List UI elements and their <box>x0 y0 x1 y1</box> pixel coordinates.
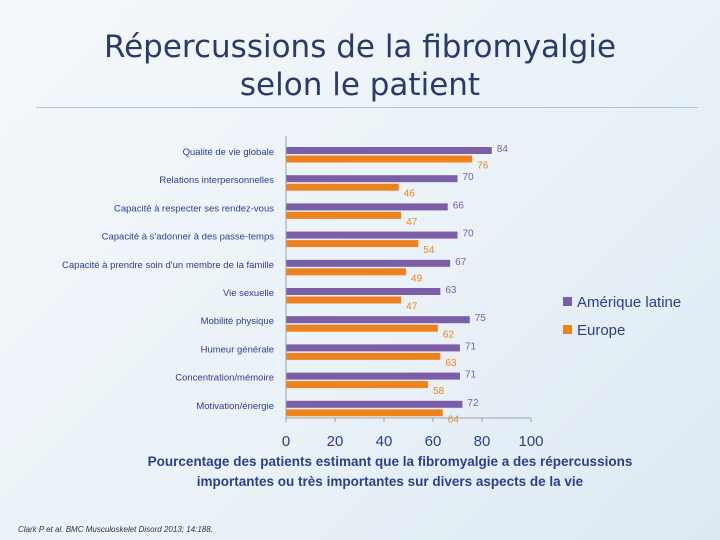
bar <box>286 400 463 408</box>
bar <box>286 147 492 154</box>
data-label: 47 <box>406 302 418 313</box>
data-label: 58 <box>433 386 445 397</box>
category-label: Motivation/énergie <box>196 401 274 412</box>
category-label: Concentration/mémoire <box>175 373 274 384</box>
bar <box>286 288 441 295</box>
data-label: 49 <box>411 273 423 284</box>
category-label: Mobilité physique <box>201 316 274 327</box>
category-label: Humeur générale <box>201 344 274 355</box>
legend-swatch <box>563 325 572 334</box>
category-label: Capacité à respecter ses rendez-vous <box>114 203 274 214</box>
data-label: 84 <box>497 144 509 155</box>
caption-line-2: importantes ou très importantes sur dive… <box>196 474 584 489</box>
bar <box>286 324 438 332</box>
data-label: 66 <box>453 200 465 211</box>
data-label: 67 <box>455 257 467 268</box>
bar <box>286 381 429 389</box>
category-label: Qualité de vie globale <box>183 147 274 158</box>
title-divider <box>36 107 698 108</box>
bar <box>286 231 458 239</box>
x-tick-label: 0 <box>282 433 290 450</box>
bar <box>286 211 402 219</box>
x-tick-label: 40 <box>376 433 393 450</box>
bar <box>286 259 451 267</box>
citation: Clark P et al. BMC Musculoskelet Disord … <box>18 525 213 534</box>
bar <box>286 155 473 163</box>
category-label: Vie sexuelle <box>223 288 274 299</box>
bar <box>286 183 399 191</box>
legend-label: Europe <box>577 322 625 339</box>
data-label: 75 <box>475 313 487 324</box>
x-tick-label: 100 <box>518 433 543 450</box>
data-label: 54 <box>423 245 435 256</box>
data-label: 63 <box>445 285 457 296</box>
bar <box>286 409 443 417</box>
bar <box>286 352 441 360</box>
data-label: 46 <box>404 189 416 200</box>
title-line-1: Répercussions de la fibromyalgie <box>103 29 617 65</box>
data-label: 63 <box>445 358 457 369</box>
x-tick-label: 20 <box>327 433 344 450</box>
category-label: Capacité à s'adonner à des passe-temps <box>102 232 275 243</box>
data-label: 76 <box>477 161 489 172</box>
data-label: 70 <box>463 172 475 183</box>
chart-caption: Pourcentage des patients estimant que la… <box>100 452 680 492</box>
legend-label: Amérique latine <box>577 294 681 311</box>
x-tick-label: 60 <box>425 433 442 450</box>
legend-swatch <box>563 297 572 306</box>
bar <box>286 175 458 183</box>
data-label: 71 <box>465 370 477 381</box>
bar <box>286 372 460 380</box>
category-label: Relations interpersonnelles <box>159 175 274 186</box>
title-line-2: selon le patient <box>239 67 481 103</box>
bar <box>286 203 448 211</box>
caption-line-1: Pourcentage des patients estimant que la… <box>147 454 633 469</box>
slide-title: Répercussions de la fibromyalgie selon l… <box>0 28 720 104</box>
bar <box>286 316 470 324</box>
data-label: 70 <box>463 229 475 240</box>
data-label: 64 <box>448 414 460 425</box>
bar <box>286 296 402 304</box>
data-label: 62 <box>443 330 455 341</box>
data-label: 47 <box>406 217 418 228</box>
bar <box>286 344 460 352</box>
data-label: 72 <box>467 398 479 409</box>
bar <box>286 268 407 276</box>
x-tick-label: 80 <box>474 433 491 450</box>
bar <box>286 240 419 248</box>
data-label: 71 <box>465 341 477 352</box>
category-label: Capacité à prendre soin d'un membre de l… <box>62 260 274 271</box>
